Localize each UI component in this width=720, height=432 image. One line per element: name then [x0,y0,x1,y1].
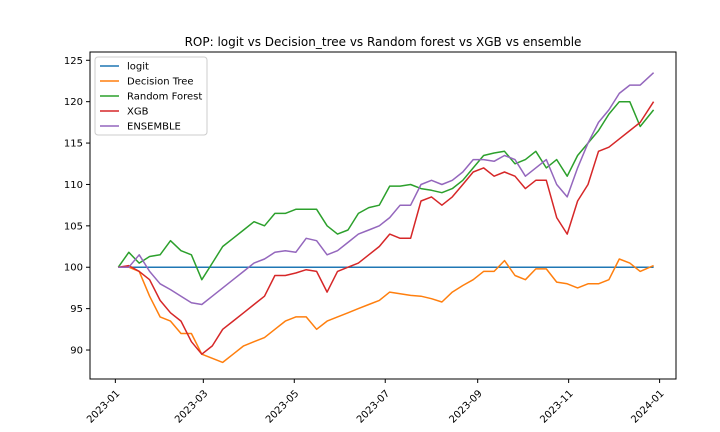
y-axis: 90 95 100 105 110 115 120 125 [64,56,90,357]
y-tick-label: 115 [64,139,83,150]
x-tick-label: 2023-03 [173,388,210,425]
x-tick-label: 2023-11 [538,388,575,425]
legend-label: ENSEMBLE [127,122,181,133]
legend-label: Decision Tree [127,77,194,88]
plot-frame [89,51,677,380]
y-tick-label: 110 [64,180,83,191]
x-tick-label: 2023-09 [447,388,484,425]
legend-label: logit [127,62,149,73]
x-tick-label: 2023-05 [264,388,301,425]
y-tick-label: 120 [64,97,83,108]
x-tick-label: 2023-01 [85,388,122,425]
y-tick-label: 125 [64,56,83,67]
y-tick-label: 90 [70,346,83,357]
series-line-4 [118,72,655,306]
y-tick-label: 105 [64,221,83,232]
chart-title: ROP: logit vs Decision_tree vs Random fo… [185,35,582,49]
series-line-3 [118,101,655,355]
x-tick-label: 2024-01 [629,388,666,425]
legend-label: XGB [127,107,149,118]
series-layer [117,72,655,364]
y-tick-label: 95 [70,304,83,315]
y-tick-label: 100 [64,263,83,274]
legend-label: Random Forest [127,92,202,103]
legend-box [94,56,208,136]
legend: logit Decision Tree Random Forest XGB ENSEMB… [94,56,208,136]
x-tick-label: 2023-07 [355,388,392,425]
x-axis: 2023-01 2023-03 2023-05 2023-07 2023-09 2023-… [85,379,667,426]
series-line-2 [117,100,655,281]
series-line-1 [118,258,654,364]
